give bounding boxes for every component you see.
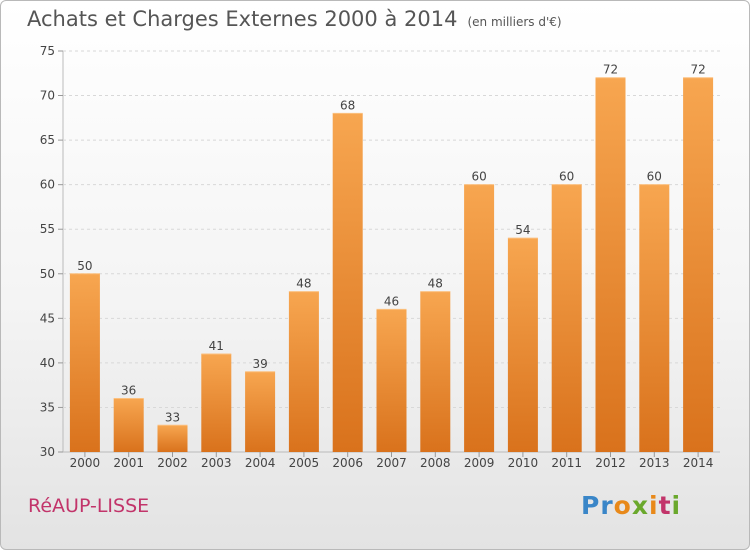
bar-value-label: 72 <box>690 63 705 77</box>
y-tick-label: 45 <box>40 311 55 325</box>
bar-value-label: 72 <box>603 63 618 77</box>
bar-value-label: 68 <box>340 98 355 112</box>
y-tick-label: 60 <box>40 178 55 192</box>
bar <box>332 113 363 452</box>
bar-value-label: 48 <box>296 277 311 291</box>
y-tick-label: 75 <box>40 44 55 58</box>
bar-value-label: 48 <box>428 277 443 291</box>
logo-letter: x <box>631 491 649 520</box>
bar <box>639 184 670 452</box>
bar-value-label: 50 <box>77 259 92 273</box>
logo-letter: P <box>581 491 601 520</box>
bar-value-label: 36 <box>121 384 136 398</box>
x-tick-label: 2012 <box>595 456 626 470</box>
bar-value-label: 60 <box>471 170 486 184</box>
bar <box>288 291 319 452</box>
bar-value-label: 54 <box>515 223 530 237</box>
x-tick-label: 2002 <box>157 456 188 470</box>
x-tick-label: 2014 <box>683 456 714 470</box>
x-tick-label: 2004 <box>245 456 276 470</box>
y-tick-label: 55 <box>40 222 55 236</box>
bar <box>420 291 451 452</box>
bar <box>464 184 495 452</box>
y-tick-label: 65 <box>40 133 55 147</box>
bar <box>595 77 626 452</box>
bar <box>113 398 144 452</box>
chart-title-text: Achats et Charges Externes 2000 à 2014 <box>27 7 458 31</box>
bar-value-label: 41 <box>209 339 224 353</box>
chart-title: Achats et Charges Externes 2000 à 2014 (e… <box>27 7 562 31</box>
logo-letter: o <box>613 491 632 520</box>
bar <box>201 353 232 452</box>
bar <box>551 184 582 452</box>
proxiti-logo: Proxiti <box>581 491 681 520</box>
bar <box>507 238 538 452</box>
logo-letter: t <box>658 491 672 520</box>
bar-value-label: 60 <box>647 170 662 184</box>
x-tick-label: 2013 <box>639 456 670 470</box>
y-tick-label: 50 <box>40 267 55 281</box>
x-tick-label: 2011 <box>551 456 582 470</box>
y-tick-label: 30 <box>40 445 55 459</box>
x-tick-label: 2009 <box>464 456 495 470</box>
x-tick-label: 2000 <box>70 456 101 470</box>
x-tick-label: 2007 <box>376 456 407 470</box>
bar-value-label: 39 <box>252 357 267 371</box>
y-tick-label: 40 <box>40 356 55 370</box>
x-tick-label: 2010 <box>508 456 539 470</box>
logo-letter: r <box>600 491 614 520</box>
x-tick-label: 2005 <box>289 456 320 470</box>
bar <box>683 77 714 452</box>
bar <box>376 309 407 452</box>
bar-value-label: 33 <box>165 410 180 424</box>
logo-letter: i <box>671 491 682 520</box>
bar-value-label: 60 <box>559 170 574 184</box>
bar <box>157 425 188 452</box>
x-tick-label: 2003 <box>201 456 232 470</box>
bar <box>69 273 100 452</box>
y-tick-label: 70 <box>40 89 55 103</box>
x-tick-label: 2006 <box>332 456 363 470</box>
y-tick-label: 35 <box>40 400 55 414</box>
x-tick-label: 2008 <box>420 456 451 470</box>
bar-value-label: 46 <box>384 294 399 308</box>
x-tick-label: 2001 <box>113 456 144 470</box>
town-name: RéAUP-LISSE <box>28 495 150 517</box>
chart-unit: (en milliers d'€) <box>467 15 562 29</box>
logo-letter: i <box>649 491 659 520</box>
bar <box>245 371 276 452</box>
